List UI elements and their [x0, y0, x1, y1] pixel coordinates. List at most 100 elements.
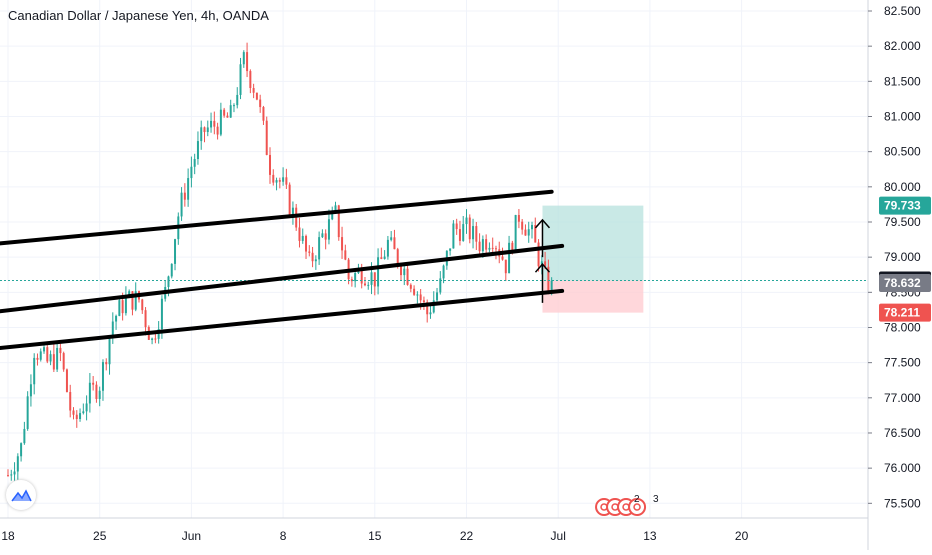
candle-body — [429, 312, 432, 315]
candle-body — [488, 247, 491, 250]
candle — [318, 231, 321, 265]
price-tick-label: 81.500 — [884, 74, 921, 88]
candle — [386, 235, 389, 260]
price-tick-label: 82.500 — [884, 4, 921, 18]
candle-body — [311, 252, 314, 262]
candle — [547, 259, 550, 295]
candle-body — [531, 224, 533, 230]
candle — [377, 248, 380, 295]
candle-body — [314, 259, 317, 262]
candle — [531, 221, 533, 239]
candle — [242, 50, 245, 68]
candle — [88, 372, 91, 413]
candle — [265, 116, 268, 156]
candle-body — [200, 127, 203, 142]
candle-body — [341, 237, 344, 251]
arrow-up-icon — [534, 218, 551, 258]
candle-body — [324, 233, 327, 240]
candle-body — [301, 235, 304, 241]
candle — [108, 336, 111, 375]
price-tick-label: 77.500 — [884, 356, 921, 370]
candle — [59, 343, 62, 362]
candle — [246, 42, 249, 78]
candle-body — [537, 242, 540, 267]
candle — [39, 348, 42, 362]
candle-body — [69, 392, 72, 411]
candle — [249, 69, 252, 94]
candle — [314, 255, 317, 270]
candle-body — [377, 257, 380, 287]
price-tick-label: 75.500 — [884, 496, 921, 510]
candle — [180, 187, 183, 221]
candle-body — [134, 291, 137, 310]
candle-body — [65, 369, 68, 393]
candle — [236, 87, 239, 109]
candle — [305, 234, 308, 260]
candle-body — [363, 283, 366, 286]
candle-body — [111, 321, 114, 338]
candle — [200, 120, 203, 150]
time-tick-label: 22 — [460, 529, 474, 543]
candle — [458, 220, 461, 246]
candle-body — [160, 298, 163, 330]
candle-body — [236, 94, 239, 106]
candle — [393, 229, 396, 250]
candle-body — [7, 475, 9, 477]
candle-body — [390, 237, 393, 240]
time-tick-label: Jul — [551, 529, 566, 543]
candle-body — [462, 224, 465, 241]
candle-body — [426, 302, 429, 315]
candle — [485, 234, 488, 254]
target-zone — [542, 205, 644, 281]
arrow-head — [534, 263, 551, 273]
candle-body — [354, 273, 357, 282]
candle — [210, 112, 213, 133]
candle — [118, 297, 121, 317]
candle-body — [272, 174, 275, 183]
candle-body — [39, 351, 42, 360]
candle-body — [252, 88, 255, 93]
candle — [390, 231, 393, 242]
candle-body — [196, 141, 199, 160]
candle — [488, 242, 491, 253]
candle-body — [288, 184, 291, 215]
candle — [373, 272, 376, 296]
candle-body — [174, 239, 177, 264]
candle — [144, 307, 147, 336]
candle — [75, 410, 78, 428]
candle-body — [180, 192, 183, 217]
candle-body — [380, 257, 383, 259]
candle-body — [232, 105, 235, 107]
candle-body — [350, 279, 353, 282]
candle-body — [43, 347, 46, 352]
candle-body — [406, 268, 409, 285]
candle-body — [10, 474, 13, 476]
tradingview-logo-icon[interactable] — [6, 480, 36, 510]
candle-body — [259, 99, 262, 108]
candle-body — [413, 288, 416, 295]
candle — [341, 226, 344, 259]
arrow-head — [534, 218, 551, 229]
candle-body — [115, 315, 118, 322]
candle-body — [151, 338, 154, 340]
candle-body — [82, 411, 85, 414]
candle-body — [282, 177, 285, 182]
candle-body — [13, 471, 16, 475]
candle-body — [88, 382, 91, 404]
candle-body — [72, 410, 75, 415]
candle — [206, 120, 209, 137]
candle-body — [219, 109, 222, 135]
time-tick-label: 18 — [1, 529, 15, 543]
candle — [203, 126, 206, 143]
candle-body — [370, 272, 373, 285]
candle — [239, 57, 242, 100]
candle — [62, 351, 65, 372]
candle — [478, 233, 481, 258]
candle-body — [416, 294, 419, 296]
channel-line-middle — [0, 243, 565, 314]
candle — [354, 270, 357, 288]
candle-body — [49, 354, 52, 362]
price-tick-label: 80.000 — [884, 180, 921, 194]
